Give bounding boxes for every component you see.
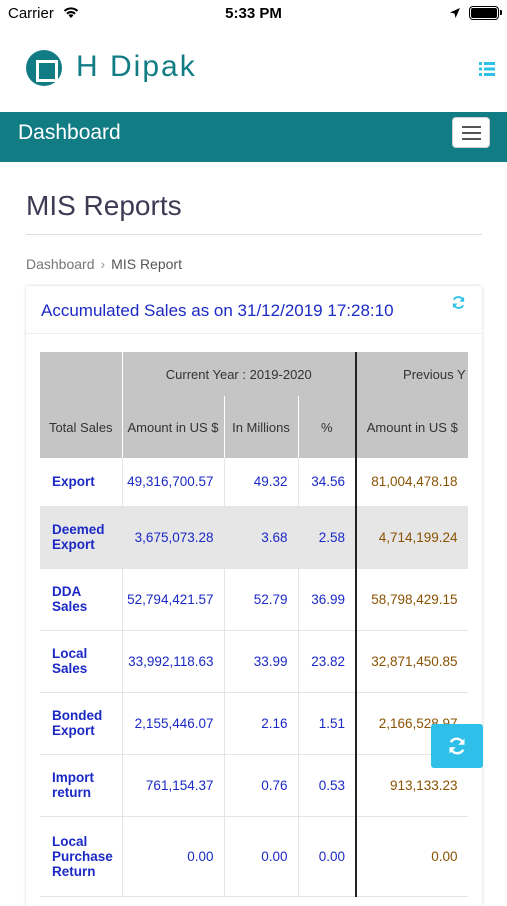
logo-icon	[26, 50, 62, 86]
refresh-button[interactable]	[431, 724, 483, 768]
table-row: Import return 761,154.37 0.76 0.53 913,1…	[40, 754, 468, 817]
cell-prev-amount: 81,004,478.18	[356, 458, 468, 507]
cell-percent: 36.99	[298, 568, 358, 631]
cell-percent: 1.51	[298, 692, 358, 755]
header-current-year: Current Year : 2019-2020	[122, 352, 358, 396]
card-title: Accumulated Sales as on 31/12/2019 17:28…	[41, 301, 394, 320]
cell-millions: 3.68	[224, 506, 299, 569]
cell-prev-amount: 0.00	[356, 816, 468, 897]
nav-title[interactable]: Dashboard	[18, 121, 121, 144]
cell-percent: 23.82	[298, 630, 358, 693]
table-row: Bonded Export 2,155,446.07 2.16 1.51 2,1…	[40, 692, 468, 755]
page-title: MIS Reports	[26, 190, 182, 221]
sales-card: Accumulated Sales as on 31/12/2019 17:28…	[26, 286, 482, 906]
breadcrumb-current: MIS Report	[111, 256, 182, 272]
header-blank	[40, 352, 123, 396]
cell-percent: 34.56	[298, 458, 358, 507]
cell-amount: 33,992,118.63	[122, 630, 225, 693]
cell-percent: 0.53	[298, 754, 358, 817]
wifi-icon	[63, 7, 79, 18]
divider	[26, 234, 482, 235]
table-row: Local Purchase Return 0.00 0.00 0.00 0.0…	[40, 816, 468, 897]
row-label[interactable]: Bonded Export	[40, 692, 123, 755]
location-arrow-icon	[450, 8, 460, 18]
cell-millions: 0.00	[224, 816, 299, 897]
cell-amount: 52,794,421.57	[122, 568, 225, 631]
chevron-right-icon: ›	[100, 256, 106, 272]
row-label[interactable]: Deemed Export	[40, 506, 123, 569]
sales-table-scroll[interactable]: Current Year : 2019-2020 Previous Y Tota…	[40, 352, 468, 906]
table-row: Local Sales 33,992,118.63 33.99 23.82 32…	[40, 630, 468, 693]
nav-bar: Dashboard	[0, 112, 507, 162]
cell-millions: 49.32	[224, 458, 299, 507]
row-label[interactable]: Export	[40, 458, 123, 507]
header-previous-year: Previous Y	[356, 352, 468, 396]
row-label[interactable]: Local Sales	[40, 630, 123, 693]
cell-amount: 0.00	[122, 816, 225, 897]
hamburger-line	[462, 138, 481, 140]
row-label[interactable]: Local Purchase Return	[40, 816, 123, 897]
table-row: Deemed Export 3,675,073.28 3.68 2.58 4,7…	[40, 506, 468, 569]
refresh-icon[interactable]	[451, 295, 466, 310]
table-row: Export 49,316,700.57 49.32 34.56 81,004,…	[40, 458, 468, 507]
header-amount: Amount in US $	[122, 396, 225, 458]
cell-amount: 761,154.37	[122, 754, 225, 817]
cell-millions: 0.76	[224, 754, 299, 817]
header-prev-amount: Amount in US $	[356, 396, 468, 458]
hamburger-icon	[462, 126, 481, 128]
header-total-sales: Total Sales	[40, 396, 123, 458]
cell-percent: 0.00	[298, 816, 358, 897]
cell-amount: 49,316,700.57	[122, 458, 225, 507]
table-row: DDA Sales 52,794,421.57 52.79 36.99 58,7…	[40, 568, 468, 631]
brand-name: H Dipak	[76, 50, 197, 83]
row-label[interactable]: DDA Sales	[40, 568, 123, 631]
cell-millions: 52.79	[224, 568, 299, 631]
cell-millions: 33.99	[224, 630, 299, 693]
hamburger-menu-button[interactable]	[452, 117, 490, 148]
battery-icon	[469, 6, 502, 20]
list-icon[interactable]	[479, 62, 495, 76]
cell-prev-amount: 4,714,199.24	[356, 506, 468, 569]
breadcrumb: Dashboard › MIS Report	[26, 256, 182, 272]
header-millions: In Millions	[224, 396, 299, 458]
clock: 5:33 PM	[225, 5, 282, 22]
cell-amount: 3,675,073.28	[122, 506, 225, 569]
sales-table: Current Year : 2019-2020 Previous Y Tota…	[40, 352, 468, 897]
cell-percent: 2.58	[298, 506, 358, 569]
cell-prev-amount: 58,798,429.15	[356, 568, 468, 631]
cell-amount: 2,155,446.07	[122, 692, 225, 755]
row-label[interactable]: Import return	[40, 754, 123, 817]
status-bar: Carrier 5:33 PM	[0, 0, 507, 28]
cell-millions: 2.16	[224, 692, 299, 755]
breadcrumb-home-link[interactable]: Dashboard	[26, 256, 95, 272]
hamburger-line	[462, 132, 481, 134]
brand-bar: H Dipak	[0, 28, 507, 112]
card-header: Accumulated Sales as on 31/12/2019 17:28…	[26, 286, 482, 334]
header-percent: %	[298, 396, 358, 458]
cell-prev-amount: 32,871,450.85	[356, 630, 468, 693]
refresh-icon	[449, 737, 465, 755]
carrier-label: Carrier	[8, 5, 54, 22]
